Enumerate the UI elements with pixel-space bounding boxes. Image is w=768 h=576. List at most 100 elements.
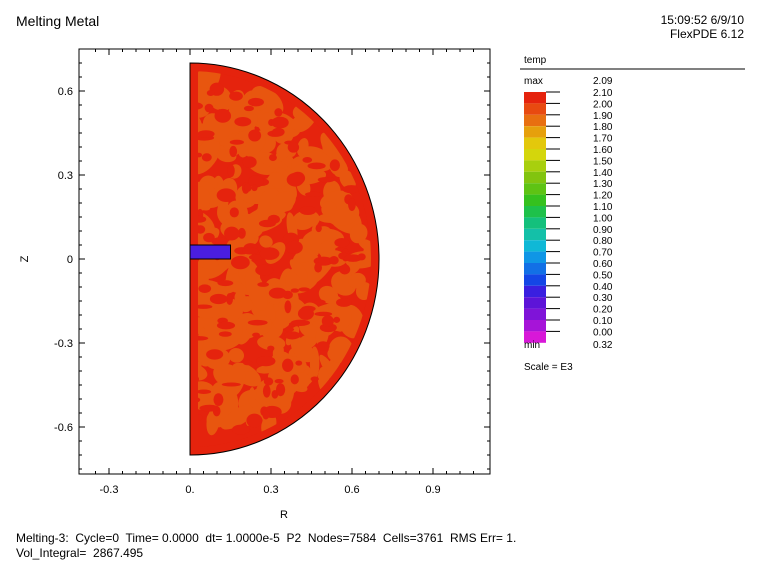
legend-swatch (524, 114, 546, 127)
contour-region (272, 127, 285, 137)
contour-region (262, 384, 271, 398)
timestamp: 15:09:52 6/9/10 (660, 13, 744, 27)
run-status-line: Melting-3: Cycle=0 Time= 0.0000 dt= 1.00… (16, 531, 517, 545)
contour-region (214, 108, 232, 123)
legend-swatch (524, 285, 546, 298)
x-tick-label: 0.3 (263, 484, 278, 496)
legend-level-label: 0.20 (593, 305, 613, 316)
contour-region (318, 285, 339, 304)
contour-region (252, 332, 260, 338)
contour-region (313, 299, 326, 305)
contour-region (247, 97, 264, 107)
contour-region (226, 293, 233, 305)
contour-region (284, 300, 292, 314)
contour-region (290, 319, 311, 326)
contour-region (229, 91, 243, 101)
contour-region (262, 410, 270, 420)
legend-level-label: 0.50 (593, 270, 613, 281)
contour-region (290, 113, 314, 131)
contour-region (299, 206, 317, 216)
contour-region (239, 296, 254, 313)
contour-region (284, 327, 295, 332)
contour-region (329, 255, 339, 265)
contour-region (345, 261, 361, 276)
contour-region (213, 367, 229, 385)
contour-region (198, 284, 212, 293)
volume-integral: Vol_Integral= 2867.495 (16, 546, 144, 560)
contour-region (275, 307, 306, 322)
legend-swatch (524, 297, 546, 309)
contour-region (257, 282, 270, 287)
legend-swatch (524, 263, 546, 275)
legend-swatch (524, 206, 546, 218)
legend-swatch (524, 251, 546, 263)
temperature-contours (190, 63, 379, 455)
x-tick-label: 0.9 (425, 484, 440, 496)
legend-min-value: 0.32 (593, 340, 613, 351)
contour-region (284, 331, 301, 340)
contour-region (259, 235, 273, 248)
y-tick-label: 0 (67, 254, 73, 266)
software-version: FlexPDE 6.12 (669, 27, 744, 41)
contour-region (296, 137, 309, 157)
contour-region (199, 404, 220, 412)
contour-region (334, 238, 350, 248)
contour-region (321, 201, 337, 217)
contour-region (286, 172, 304, 187)
contour-region (315, 224, 322, 233)
contour-region (247, 319, 268, 326)
legend-swatch (524, 149, 546, 161)
timestamp-block: 15:09:52 6/9/10 FlexPDE 6.12 (661, 13, 744, 41)
legend-level-label: 1.20 (593, 191, 613, 202)
legend-level-label: 0.60 (593, 259, 613, 270)
contour-region (295, 360, 303, 366)
contour-region (216, 188, 236, 203)
contour-region (218, 331, 232, 337)
contour-region (263, 377, 274, 386)
contour-region (203, 232, 215, 243)
legend-swatch (524, 171, 546, 184)
legend-level-label: 1.10 (593, 202, 613, 213)
contour-region (302, 157, 313, 163)
contour-region (230, 255, 250, 270)
contour-region (336, 298, 352, 307)
contour-region (268, 154, 277, 162)
contour-region (314, 262, 323, 273)
contour-region (348, 198, 356, 211)
contour-region (216, 321, 236, 330)
contour-region (258, 219, 276, 228)
contour-region (282, 358, 294, 372)
legend-max-label: max (524, 76, 543, 87)
contour-region (194, 137, 220, 168)
contour-region (339, 170, 357, 190)
contour-region (349, 223, 368, 244)
contour-region (227, 164, 235, 178)
contour-region (274, 108, 283, 117)
legend-swatch (524, 92, 546, 104)
contour-region (213, 393, 224, 406)
legend-swatch (524, 194, 546, 206)
legend-swatch (524, 308, 546, 320)
contour-region (259, 247, 280, 260)
legend-swatch (524, 160, 546, 172)
y-axis-label: Z (19, 255, 31, 262)
contour-region (329, 159, 340, 172)
legend-level-label: 0.40 (593, 282, 613, 293)
contour-region (224, 226, 240, 241)
legend-swatch (524, 126, 546, 138)
contour-region (298, 287, 310, 292)
contour-region (221, 382, 241, 387)
plot-title: Melting Metal (16, 13, 100, 29)
contour-region (248, 129, 262, 142)
contour-region (243, 105, 254, 112)
contour-region (297, 307, 314, 320)
contour-region (229, 139, 244, 145)
contour-region (234, 117, 252, 127)
contour-region (201, 153, 212, 162)
legend-level-label: 0.80 (593, 236, 613, 247)
contour-region (285, 240, 303, 254)
contour-region (224, 365, 246, 398)
legend-level-label: 1.40 (593, 168, 613, 179)
